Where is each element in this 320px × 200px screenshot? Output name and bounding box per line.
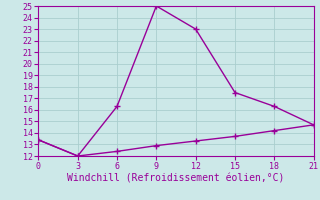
X-axis label: Windchill (Refroidissement éolien,°C): Windchill (Refroidissement éolien,°C) xyxy=(67,173,285,183)
